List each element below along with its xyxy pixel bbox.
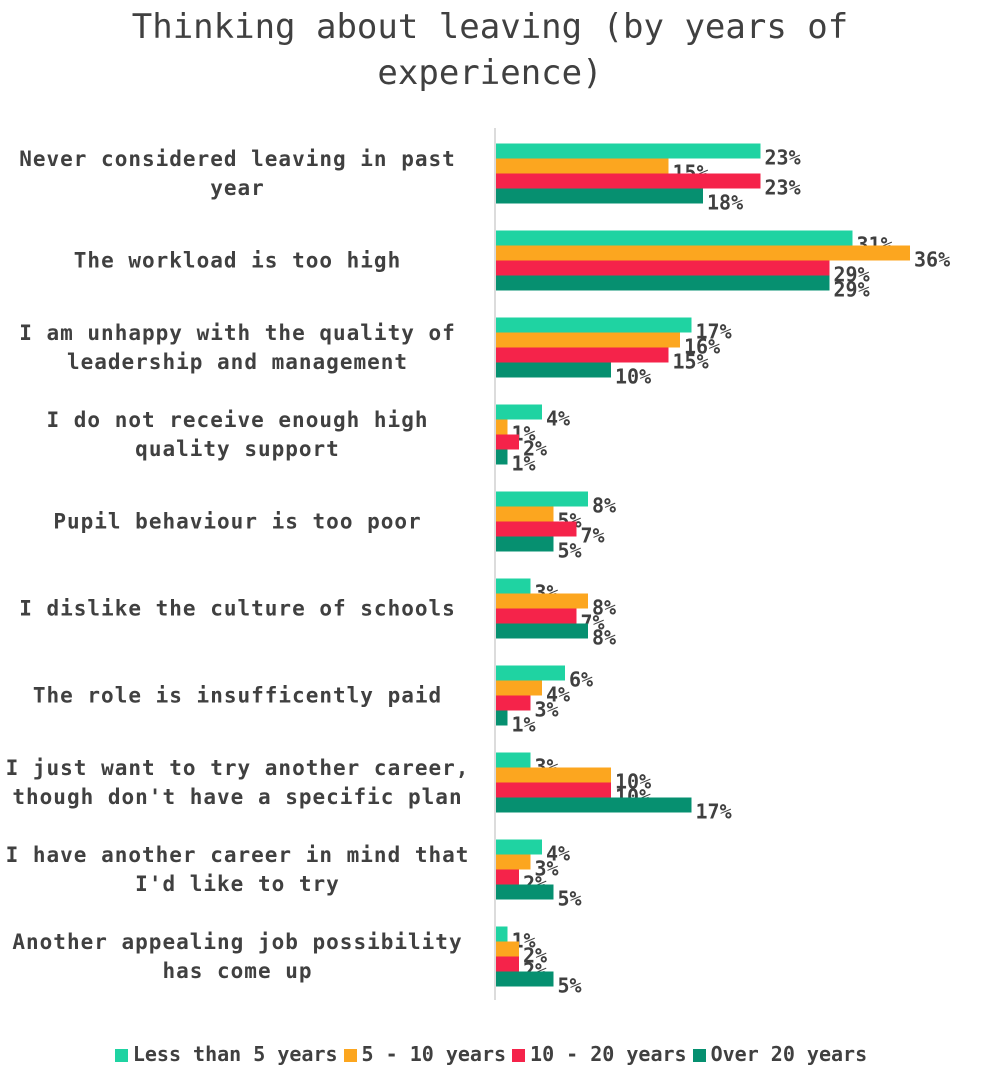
bar	[496, 695, 531, 711]
bar	[496, 869, 519, 885]
bar	[496, 317, 692, 333]
legend-item: 5 - 10 years	[343, 1042, 507, 1066]
legend-item: 10 - 20 years	[512, 1042, 687, 1066]
bar	[496, 854, 531, 870]
category-label: I am unhappy with the quality of leaders…	[19, 320, 456, 374]
value-label: 8%	[592, 626, 616, 650]
value-label: 17%	[696, 320, 732, 344]
value-label: 5%	[558, 539, 582, 563]
value-label: 15%	[673, 350, 709, 374]
bar	[496, 536, 554, 552]
bar	[496, 623, 588, 639]
category-label: Another appealing job possibility has co…	[12, 929, 463, 983]
bar	[496, 578, 531, 594]
bar	[496, 188, 703, 204]
bar	[496, 710, 508, 726]
value-label: 7%	[581, 524, 605, 548]
bar	[496, 971, 554, 987]
value-label: 1%	[512, 713, 536, 737]
value-label: 3%	[535, 857, 559, 881]
bar	[496, 608, 577, 624]
bar	[496, 332, 680, 348]
legend-label: 10 - 20 years	[530, 1042, 687, 1066]
category-label: Never considered leaving in past year	[19, 146, 456, 200]
value-label: 29%	[834, 263, 870, 287]
bar	[496, 941, 519, 957]
value-label: 3%	[535, 698, 559, 722]
bar	[496, 143, 761, 159]
value-label: 5%	[558, 887, 582, 911]
bar	[496, 680, 542, 696]
value-label: 10%	[615, 770, 651, 794]
legend-label: Over 20 years	[710, 1042, 868, 1066]
legend-label: 5 - 10 years	[361, 1042, 507, 1066]
bar	[496, 926, 508, 942]
legend: Less than 5 years 5 - 10 years 10 - 20 yea…	[0, 1042, 982, 1066]
bar	[496, 665, 565, 681]
value-label: 2%	[523, 437, 547, 461]
bar	[496, 449, 508, 465]
category-label: Pupil behaviour is too poor	[53, 509, 422, 533]
value-label: 18%	[707, 191, 743, 215]
value-label: 2%	[523, 944, 547, 968]
value-label: 8%	[592, 596, 616, 620]
value-label: 4%	[546, 683, 570, 707]
bar	[496, 491, 588, 507]
value-label: 6%	[569, 668, 593, 692]
bar	[496, 797, 692, 813]
value-label: 5%	[558, 974, 582, 998]
value-label: 8%	[592, 494, 616, 518]
bar	[496, 839, 542, 855]
legend-item: Less than 5 years	[114, 1042, 338, 1066]
bar	[496, 506, 554, 522]
bar	[496, 260, 830, 276]
category-label: I have another career in mind that I'd l…	[5, 842, 470, 896]
legend-swatch	[692, 1049, 706, 1062]
value-label: 4%	[546, 407, 570, 431]
value-label: 23%	[765, 146, 801, 170]
value-label: 1%	[512, 452, 536, 476]
category-label: The workload is too high	[73, 248, 402, 272]
bar	[496, 245, 910, 261]
value-label: 36%	[914, 248, 950, 272]
category-label: The role is insufficently paid	[32, 683, 443, 707]
bar	[496, 593, 588, 609]
value-label: 16%	[684, 335, 720, 359]
category-label: I do not receive enough high quality sup…	[46, 407, 429, 461]
bar	[496, 434, 519, 450]
value-label: 23%	[765, 176, 801, 200]
bar	[496, 362, 611, 378]
value-label: 17%	[696, 800, 732, 824]
value-label: 29%	[834, 278, 870, 302]
bar	[496, 158, 669, 174]
bar	[496, 347, 669, 363]
category-label: I dislike the culture of schools	[19, 596, 456, 620]
bar	[496, 404, 542, 420]
legend-label: Less than 5 years	[132, 1042, 338, 1066]
bar	[496, 752, 531, 768]
bar	[496, 173, 761, 189]
legend-swatch	[512, 1049, 526, 1062]
legend-swatch	[343, 1049, 357, 1062]
value-label: 10%	[615, 365, 651, 389]
category-label: I just want to try another career, thoug…	[5, 755, 470, 809]
bar	[496, 782, 611, 798]
bar	[496, 521, 577, 537]
legend-swatch	[114, 1049, 128, 1062]
bar	[496, 767, 611, 783]
bar	[496, 884, 554, 900]
bar	[496, 230, 853, 246]
value-label: 4%	[546, 842, 570, 866]
bar	[496, 956, 519, 972]
bar	[496, 275, 830, 291]
legend-item: Over 20 years	[692, 1042, 868, 1066]
bar	[496, 419, 508, 435]
chart-title: Thinking about leaving (by years of expe…	[131, 7, 849, 93]
